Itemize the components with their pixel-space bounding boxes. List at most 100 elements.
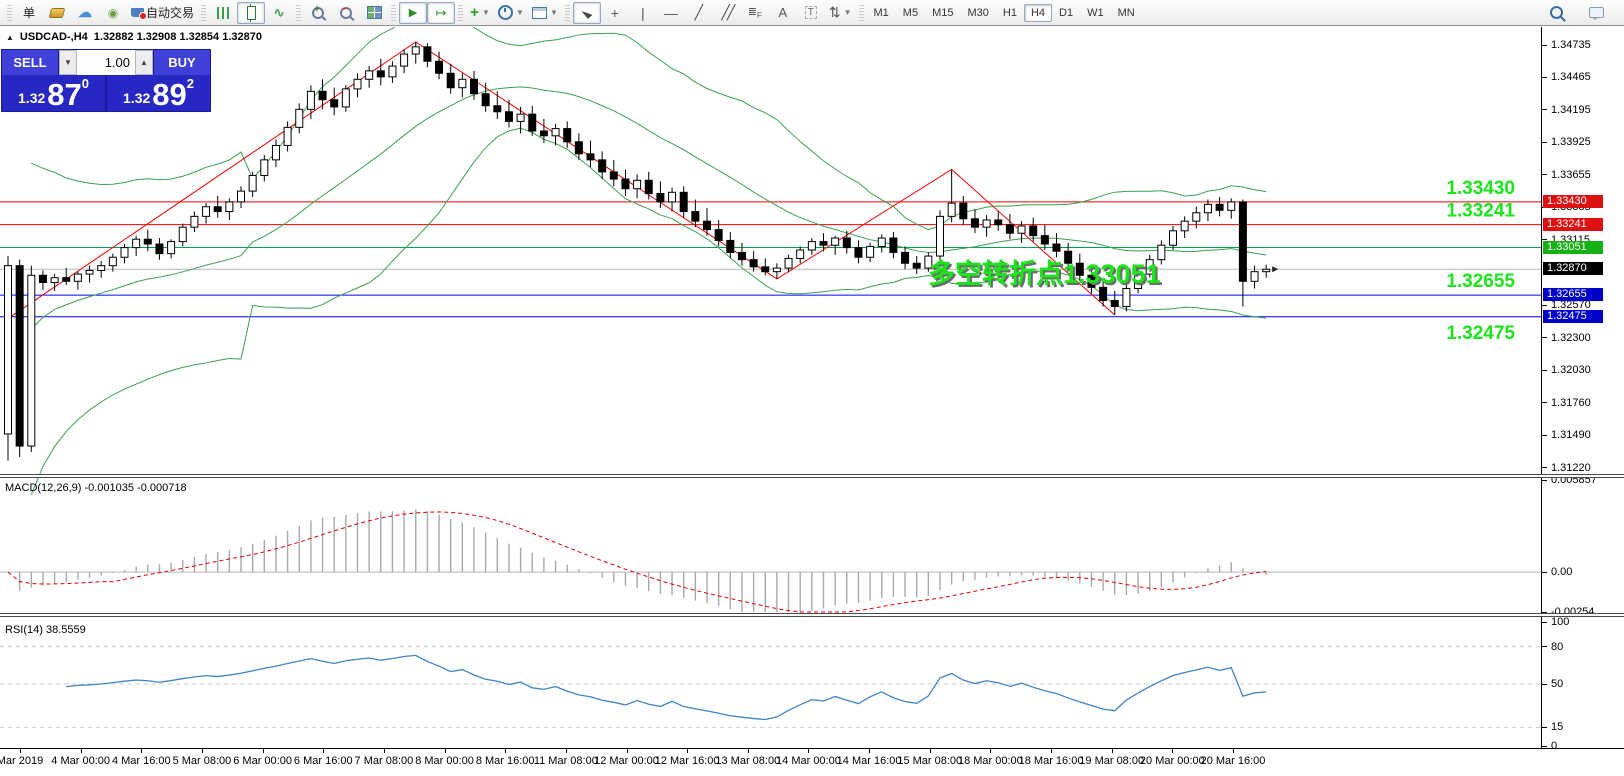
candle-body xyxy=(889,237,898,253)
symbol-title: USDCAD-,H4 xyxy=(19,31,88,43)
seal-icon[interactable] xyxy=(43,2,71,24)
time-tick xyxy=(262,749,264,753)
time-label: 6 Mar 16:00 xyxy=(293,755,353,767)
periods-icon[interactable]: ▼ xyxy=(494,2,528,24)
time-axis[interactable]: Mar 2019 4 Mar 00:00 4 Mar 16:00 5 Mar 08:0… xyxy=(0,748,1624,776)
timeframe-h1[interactable]: H1 xyxy=(1002,6,1017,19)
volume-increase-button[interactable]: ▲ xyxy=(135,50,153,75)
candle-body xyxy=(283,126,292,146)
candle-body xyxy=(668,191,677,203)
candle-body xyxy=(85,269,94,275)
candle-body xyxy=(132,238,141,249)
trendline-icon[interactable]: ╱ xyxy=(694,4,704,20)
time-tick xyxy=(565,749,567,753)
new-order-button[interactable]: 单 xyxy=(15,2,43,24)
rsi-axis-80-dash xyxy=(1542,646,1547,648)
time-label: 7 Mar 08:00 xyxy=(354,755,414,767)
timeframe-d1[interactable]: D1 xyxy=(1059,6,1074,19)
sell-button[interactable]: SELL xyxy=(2,50,58,75)
timeframe-m30[interactable]: M30 xyxy=(967,6,989,19)
candle-body xyxy=(400,53,409,67)
timeframe-w1[interactable]: W1 xyxy=(1087,6,1104,19)
fibonacci-icon[interactable]: ≣F xyxy=(747,5,762,21)
macd-axis-0.00: 0.00 xyxy=(1551,566,1573,579)
candle-body xyxy=(912,262,921,269)
candle-body xyxy=(819,241,828,246)
sell-price[interactable]: 1.32 87 0 xyxy=(2,75,105,111)
timeframe-m5[interactable]: M5 xyxy=(902,6,919,19)
timeframe-mn[interactable]: MN xyxy=(1117,6,1135,19)
search-icon[interactable] xyxy=(1542,2,1570,24)
candle-body xyxy=(772,267,781,273)
candlestick-chart-icon[interactable] xyxy=(237,1,266,24)
price-axis[interactable]: 1.347351.344651.341951.339251.336551.333… xyxy=(1541,27,1624,752)
tile-windows-icon[interactable] xyxy=(360,2,388,24)
chart-shift-icon[interactable]: ↦ xyxy=(427,1,456,24)
trade-panel-toggle-icon[interactable]: ▲ xyxy=(6,32,14,42)
cursor-icon[interactable] xyxy=(572,1,601,24)
candle-body xyxy=(15,265,24,447)
volume-decrease-button[interactable]: ▼ xyxy=(59,50,77,75)
candle-body xyxy=(609,171,618,180)
candle-body xyxy=(656,193,665,203)
signals-icon[interactable]: ◉ xyxy=(107,5,119,20)
rsi-axis-100: 100 xyxy=(1551,616,1570,628)
zoom-in-icon[interactable] xyxy=(304,2,332,24)
candle-body xyxy=(1203,203,1212,214)
templates-icon-dropdown[interactable]: ▼ xyxy=(549,8,558,17)
candle-body xyxy=(633,179,642,190)
time-tick xyxy=(505,749,507,753)
bollinger-lower xyxy=(30,127,1267,495)
candle-body xyxy=(504,111,513,122)
chart-canvas[interactable]: 多空转折点1.33051多空转折点1.330511.334301.332411.… xyxy=(0,27,1541,748)
arrows-icon[interactable]: ⇅ ▼ xyxy=(828,4,852,20)
candle-body xyxy=(807,241,816,251)
text-icon[interactable]: A xyxy=(778,5,788,20)
timeframe-h4[interactable]: H4 xyxy=(1023,3,1053,22)
panel-splitter-rsi[interactable] xyxy=(0,613,1624,617)
timeframe-m1[interactable]: M1 xyxy=(873,6,889,19)
candle-body xyxy=(936,215,944,257)
publish-chart-icon[interactable]: ☁ xyxy=(78,4,92,20)
bar-chart-icon[interactable] xyxy=(209,2,237,24)
indicators-icon[interactable]: + ▼ xyxy=(470,4,490,21)
toolbar-grip xyxy=(201,4,207,21)
candle-body xyxy=(248,174,257,192)
candle-body xyxy=(202,206,211,217)
buy-price-sup: 2 xyxy=(186,76,194,91)
price-tick-1.34735: 1.34735 xyxy=(1551,39,1591,52)
arrows-icon-dropdown[interactable]: ▼ xyxy=(843,8,852,17)
text-label-icon[interactable]: T xyxy=(797,2,825,24)
vertical-line-icon[interactable]: | xyxy=(641,4,645,21)
time-tick xyxy=(80,749,82,753)
auto-scroll-icon[interactable]: ▶ xyxy=(399,1,428,24)
horizontal-line-icon[interactable]: — xyxy=(663,4,678,21)
time-tick xyxy=(323,749,325,753)
candle-body xyxy=(481,93,490,107)
timeframe-m15[interactable]: M15 xyxy=(932,6,954,19)
time-label: 13 Mar 08:00 xyxy=(715,755,781,767)
bollinger-middle xyxy=(30,86,1267,330)
candle-body xyxy=(1040,235,1049,245)
candle-body xyxy=(714,229,723,241)
zoom-out-icon[interactable] xyxy=(332,2,360,24)
candle-body xyxy=(260,159,269,176)
line-chart-icon[interactable]: ∿ xyxy=(273,4,285,20)
crosshair-icon[interactable]: + xyxy=(610,4,619,21)
templates-icon[interactable]: ▼ xyxy=(528,2,562,24)
equidistant-channel-icon[interactable]: ╱╱ xyxy=(721,4,735,20)
price-tick-1.323: 1.32300 xyxy=(1551,331,1591,344)
indicators-icon-dropdown[interactable]: ▼ xyxy=(481,8,490,17)
buy-price[interactable]: 1.32 89 2 xyxy=(107,75,210,111)
autotrading-button[interactable]: 自动交易 xyxy=(127,2,198,24)
candle-body xyxy=(796,249,805,259)
chat-icon[interactable] xyxy=(1582,2,1610,24)
candle-body xyxy=(598,159,607,173)
periods-icon-dropdown[interactable]: ▼ xyxy=(516,8,524,17)
volume-input[interactable] xyxy=(77,50,135,75)
chart-window: 多空转折点1.33051 多空转折点1.33051 1.33430 1.33241 1.… xyxy=(0,27,1624,776)
panel-splitter-macd[interactable] xyxy=(0,474,1624,478)
buy-button[interactable]: BUY xyxy=(154,50,210,75)
candle-body xyxy=(516,113,525,122)
chart-header: ▲ USDCAD-,H4 1.32882 1.32908 1.32854 1.3… xyxy=(6,31,262,43)
